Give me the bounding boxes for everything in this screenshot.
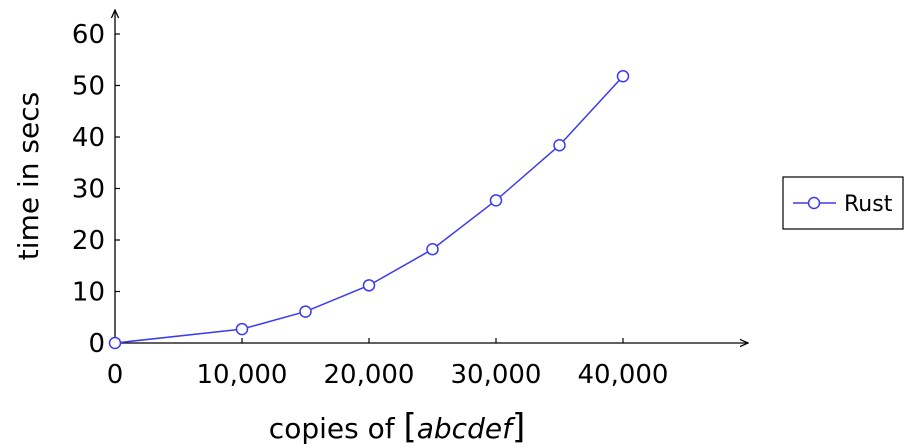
x-tick-label: 0	[107, 360, 124, 390]
y-axis-label: time in secs	[12, 92, 45, 260]
x-tick-label: 40,000	[578, 360, 669, 390]
series-layer	[108, 69, 630, 350]
data-point	[426, 243, 439, 256]
legend-marker	[807, 196, 821, 210]
data-point	[489, 194, 503, 207]
x-tick-label: 20,000	[324, 360, 415, 390]
x-tick-label: 30,000	[451, 360, 542, 390]
x-axis-label: copies of [abcdef]	[269, 407, 525, 447]
x-axis-label-italic: abcdef	[417, 412, 516, 445]
x-axis-label-bracket-open: [	[403, 407, 416, 447]
legend: Rust	[782, 176, 904, 230]
series-line-rust	[114, 75, 624, 344]
x-axis-label-bracket-close: ]	[512, 407, 525, 447]
data-point	[616, 69, 630, 83]
y-tick-label: 50	[72, 72, 105, 102]
data-point	[553, 138, 566, 152]
y-tick-label: 40	[72, 123, 105, 153]
y-tick-label: 10	[72, 278, 105, 308]
legend-label-rust: Rust	[844, 192, 893, 217]
data-point	[299, 305, 312, 318]
x-axis-label-prefix: copies of	[269, 412, 404, 445]
x-tick-label: 10,000	[197, 360, 288, 390]
data-point	[362, 279, 376, 292]
y-tick-label: 0	[88, 329, 105, 359]
data-point	[108, 336, 122, 350]
y-tick-label: 20	[72, 226, 105, 256]
x-ticks: 0 10,000 20,000 30,000 40,000	[107, 338, 669, 390]
y-ticks: 0 10 20 30 40 50 60	[72, 20, 120, 359]
data-point	[235, 322, 249, 336]
y-tick-label: 60	[72, 20, 105, 50]
y-tick-label: 30	[72, 175, 105, 205]
